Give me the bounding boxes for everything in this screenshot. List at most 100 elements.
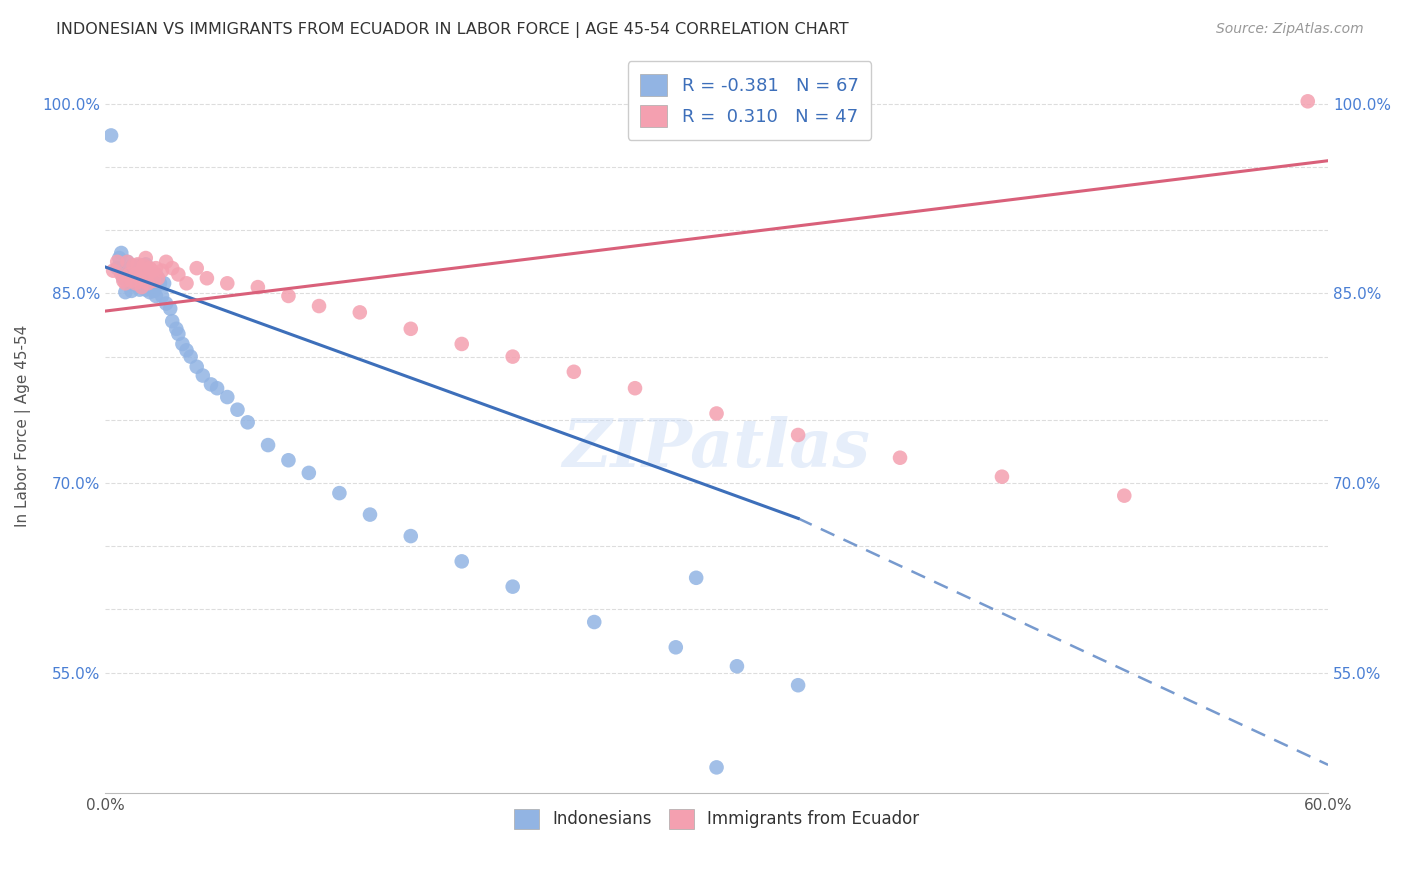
Point bbox=[562, 365, 585, 379]
Point bbox=[159, 301, 181, 316]
Point bbox=[298, 466, 321, 480]
Point bbox=[118, 271, 141, 285]
Point bbox=[706, 760, 728, 774]
Point bbox=[217, 277, 239, 291]
Text: Source: ZipAtlas.com: Source: ZipAtlas.com bbox=[1216, 22, 1364, 37]
Point bbox=[502, 580, 524, 594]
Point bbox=[121, 274, 143, 288]
Point bbox=[180, 350, 202, 364]
Point bbox=[308, 299, 330, 313]
Point bbox=[150, 289, 173, 303]
Point bbox=[121, 284, 143, 298]
Point bbox=[112, 274, 135, 288]
Point bbox=[145, 268, 167, 282]
Point bbox=[706, 407, 728, 421]
Point bbox=[685, 571, 707, 585]
Point bbox=[226, 402, 249, 417]
Point bbox=[257, 438, 280, 452]
Point bbox=[139, 261, 162, 276]
Point bbox=[162, 261, 184, 276]
Point bbox=[131, 263, 153, 277]
Point bbox=[149, 277, 172, 291]
Point bbox=[118, 268, 141, 282]
Point bbox=[128, 283, 150, 297]
Point bbox=[186, 359, 208, 374]
Point bbox=[139, 285, 162, 300]
Point bbox=[121, 260, 143, 274]
Point bbox=[132, 259, 155, 273]
Point bbox=[191, 368, 214, 383]
Point bbox=[142, 284, 165, 298]
Point bbox=[114, 277, 136, 291]
Point bbox=[142, 274, 165, 288]
Point bbox=[127, 257, 149, 271]
Point bbox=[195, 271, 218, 285]
Point bbox=[131, 280, 153, 294]
Point bbox=[135, 271, 157, 285]
Point bbox=[145, 261, 167, 276]
Point bbox=[117, 255, 139, 269]
Point bbox=[100, 128, 122, 143]
Point bbox=[399, 529, 422, 543]
Point bbox=[141, 263, 163, 277]
Point bbox=[889, 450, 911, 465]
Point bbox=[450, 554, 472, 568]
Point bbox=[122, 277, 145, 291]
Point bbox=[502, 350, 524, 364]
Point bbox=[122, 266, 145, 280]
Point bbox=[200, 377, 222, 392]
Point bbox=[135, 283, 157, 297]
Point bbox=[139, 272, 162, 286]
Point bbox=[105, 255, 128, 269]
Point bbox=[167, 268, 190, 282]
Point bbox=[132, 259, 155, 273]
Point bbox=[146, 271, 169, 285]
Point bbox=[165, 322, 187, 336]
Point bbox=[131, 261, 153, 276]
Point bbox=[117, 255, 139, 269]
Point bbox=[1114, 489, 1136, 503]
Point bbox=[108, 251, 131, 265]
Point bbox=[132, 280, 155, 294]
Point bbox=[124, 277, 146, 292]
Point bbox=[991, 469, 1014, 483]
Point bbox=[105, 261, 128, 276]
Point bbox=[787, 678, 810, 692]
Point bbox=[205, 381, 228, 395]
Point bbox=[128, 272, 150, 286]
Text: INDONESIAN VS IMMIGRANTS FROM ECUADOR IN LABOR FORCE | AGE 45-54 CORRELATION CHA: INDONESIAN VS IMMIGRANTS FROM ECUADOR IN… bbox=[56, 22, 849, 38]
Point bbox=[665, 640, 688, 655]
Point bbox=[246, 280, 269, 294]
Point bbox=[725, 659, 748, 673]
Point bbox=[114, 263, 136, 277]
Point bbox=[399, 322, 422, 336]
Text: ZIPatlas: ZIPatlas bbox=[562, 416, 870, 481]
Point bbox=[153, 277, 176, 291]
Point bbox=[136, 274, 159, 288]
Point bbox=[110, 246, 132, 260]
Point bbox=[114, 285, 136, 300]
Point bbox=[155, 255, 177, 269]
Point bbox=[127, 259, 149, 273]
Point bbox=[141, 280, 163, 294]
Point bbox=[167, 326, 190, 341]
Point bbox=[124, 261, 146, 276]
Point bbox=[127, 268, 149, 283]
Point bbox=[136, 277, 159, 291]
Point bbox=[162, 314, 184, 328]
Point bbox=[624, 381, 647, 395]
Point bbox=[112, 271, 135, 285]
Point bbox=[122, 259, 145, 273]
Point bbox=[110, 268, 132, 282]
Legend: Indonesians, Immigrants from Ecuador: Indonesians, Immigrants from Ecuador bbox=[508, 802, 925, 836]
Point bbox=[277, 289, 299, 303]
Point bbox=[176, 277, 198, 291]
Point bbox=[131, 277, 153, 292]
Point bbox=[128, 271, 150, 285]
Point bbox=[186, 261, 208, 276]
Point bbox=[583, 615, 606, 629]
Point bbox=[217, 390, 239, 404]
Point bbox=[136, 265, 159, 279]
Point bbox=[145, 289, 167, 303]
Point bbox=[1296, 95, 1319, 109]
